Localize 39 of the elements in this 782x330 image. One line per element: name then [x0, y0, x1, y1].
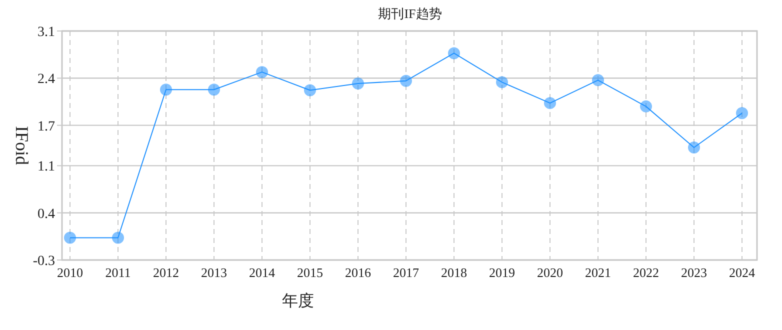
point — [256, 66, 268, 78]
x-tick-label: 2019 — [489, 265, 515, 280]
x-axis-title: 年度 — [282, 292, 314, 310]
x-tick-label: 2023 — [681, 265, 707, 280]
y-tick-label: -0.3 — [32, 254, 55, 269]
x-tick-label: 2018 — [441, 265, 467, 280]
y-tick-label: 1.7 — [38, 119, 55, 134]
x-tick-label: 2020 — [537, 265, 563, 280]
x-tick-label: 2015 — [297, 265, 323, 280]
x-tick-label: 2012 — [153, 265, 179, 280]
x-tick-label: 2016 — [345, 265, 372, 280]
x-tick-label: 2014 — [249, 265, 276, 280]
x-tick-label: 2011 — [105, 265, 131, 280]
point — [64, 232, 76, 244]
point — [688, 142, 700, 154]
point — [352, 78, 364, 90]
point — [400, 74, 412, 87]
chart-title: 期刊IF趋势 — [378, 6, 442, 21]
point — [448, 47, 460, 60]
point — [544, 97, 556, 110]
x-tick-label: 2021 — [585, 265, 611, 280]
x-tick-label: 2017 — [393, 265, 420, 280]
y-axis-title: IFoid — [12, 126, 32, 166]
point — [304, 84, 316, 96]
y-tick-label: 3.1 — [38, 25, 55, 40]
point — [640, 100, 652, 112]
x-tick-label: 2010 — [57, 265, 83, 280]
y-tick-label: 0.4 — [38, 206, 55, 222]
y-tick-label: 2.4 — [38, 72, 55, 88]
point — [496, 76, 508, 88]
point — [592, 74, 604, 86]
y-tick-label: 1.1 — [38, 160, 55, 175]
x-tick-label: 2013 — [201, 265, 227, 280]
x-tick-label: 2024 — [729, 265, 756, 280]
point — [736, 107, 748, 120]
x-tick-label: 2022 — [633, 265, 659, 280]
point — [208, 84, 220, 96]
point — [112, 232, 124, 244]
point — [160, 84, 172, 96]
